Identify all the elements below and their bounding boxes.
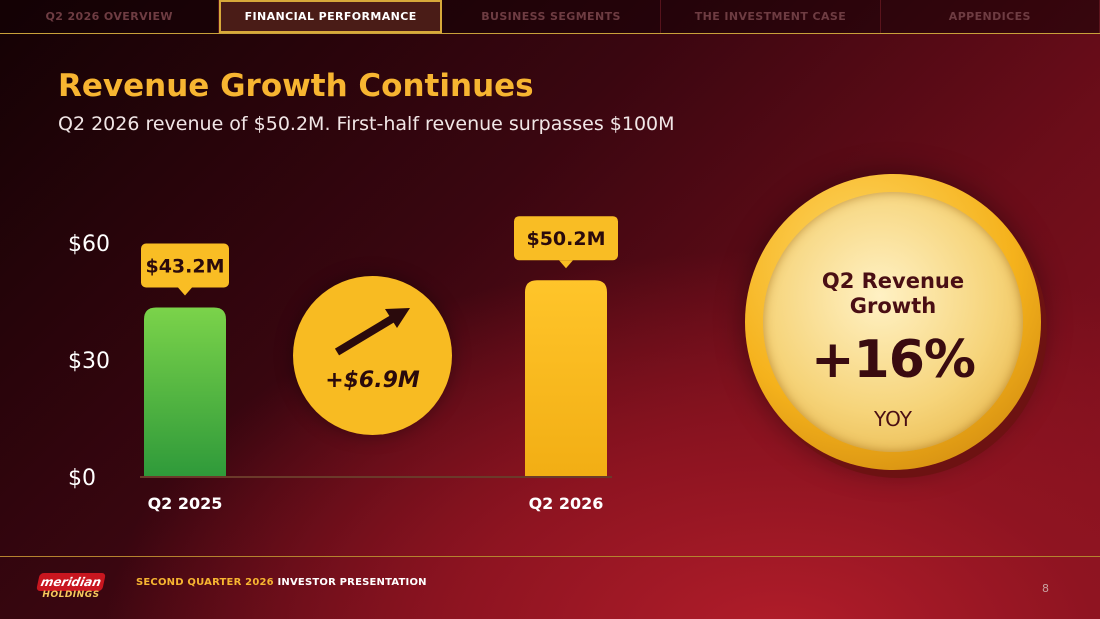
x-category-label: Q2 2026 <box>529 494 604 513</box>
x-category-label: Q2 2025 <box>148 494 223 513</box>
kpi-title-line2: Growth <box>849 294 937 318</box>
company-logo: meridian HOLDINGS <box>36 573 106 603</box>
kpi-title: Q2 Revenue Growth <box>763 269 1023 319</box>
data-label-box <box>514 216 618 261</box>
data-label: $43.2M <box>145 256 224 278</box>
kpi-value: +16% <box>810 330 976 390</box>
logo-wordmark: meridian <box>36 573 106 591</box>
change-badge: +$6.9M <box>293 276 452 435</box>
kpi-medallion-inner: Q2 Revenue Growth +16% YOY <box>763 192 1023 452</box>
data-label-pointer <box>178 287 192 296</box>
tab-financial-performance[interactable]: FINANCIAL PERFORMANCE <box>219 0 442 33</box>
y-tick-label: $60 <box>68 232 110 257</box>
bar-q2-2025 <box>144 307 226 476</box>
page-number: 8 <box>1042 582 1049 595</box>
kpi-unit: YOY <box>874 407 912 431</box>
footer-divider <box>0 556 1100 557</box>
trend-arrow-icon <box>334 308 410 356</box>
logo-subtext: HOLDINGS <box>42 590 100 600</box>
footer-caption-rest: INVESTOR PRESENTATION <box>273 577 427 588</box>
page-subtitle: Q2 2026 revenue of $50.2M. First-half re… <box>58 113 675 135</box>
data-label-pointer <box>559 260 573 269</box>
page-title: Revenue Growth Continues <box>58 68 534 104</box>
tab-business-segments[interactable]: BUSINESS SEGMENTS <box>442 0 662 33</box>
kpi-medallion: Q2 Revenue Growth +16% YOY <box>745 174 1041 470</box>
tab-q2-2026-overview[interactable]: Q2 2026 OVERVIEW <box>0 0 220 33</box>
top-nav: Q2 2026 OVERVIEW FINANCIAL PERFORMANCE B… <box>0 0 1100 34</box>
kpi-title-line1: Q2 Revenue <box>821 269 965 293</box>
data-label-box <box>141 243 229 288</box>
bar-q2-2026 <box>525 280 607 476</box>
footer-caption: SECOND QUARTER 2026 INVESTOR PRESENTATIO… <box>136 577 427 588</box>
y-tick-label: $30 <box>68 349 110 374</box>
data-label-callout: $43.2M <box>141 243 229 296</box>
tab-investment-case[interactable]: THE INVESTMENT CASE <box>661 0 881 33</box>
y-tick-label: $0 <box>68 466 96 491</box>
change-label: +$6.9M <box>325 368 420 393</box>
data-label-callout: $50.2M <box>514 216 618 269</box>
data-label: $50.2M <box>526 228 605 250</box>
footer-caption-highlight: SECOND QUARTER 2026 <box>136 577 274 588</box>
